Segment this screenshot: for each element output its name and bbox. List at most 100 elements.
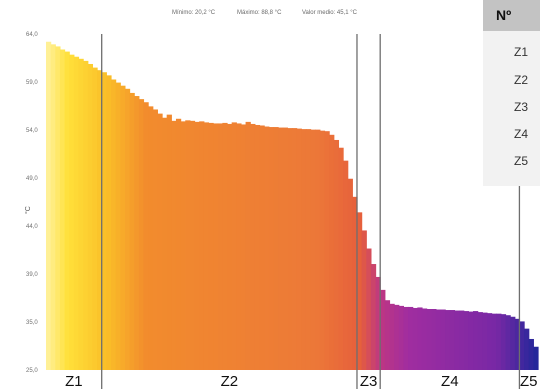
zone-panel-header [483, 0, 540, 31]
bar [287, 128, 293, 370]
bar [268, 127, 275, 370]
bar [245, 121, 251, 370]
y-axis-label: °C [24, 206, 32, 214]
y-tick-label: 54,0 [26, 128, 38, 134]
stats-header: Mínimo: 20,2 °C Máximo: 88,8 °C Valor me… [172, 10, 358, 16]
bar [134, 96, 140, 370]
bar [157, 113, 163, 371]
bar [106, 75, 112, 370]
bar [110, 79, 117, 371]
bar [264, 126, 270, 370]
bar [64, 51, 70, 370]
bar [454, 310, 460, 370]
bar [329, 134, 335, 370]
bar [310, 129, 316, 370]
y-axis-ticks: 25,0 35,0 39,0 44,0 49,0 54,0 59,0 64,0 [26, 32, 38, 374]
stat-mean: Valor medio: 45,1 °C [302, 10, 358, 16]
y-tick-label: 49,0 [26, 176, 38, 182]
zone-label: Z5 [520, 373, 538, 389]
bar [143, 102, 149, 370]
bar [473, 311, 479, 370]
bar [514, 318, 521, 370]
bar [208, 122, 214, 370]
zone-label: Z2 [221, 373, 239, 389]
bar [162, 117, 168, 371]
bar [486, 313, 493, 370]
bar [305, 129, 312, 370]
bar [292, 128, 298, 370]
bar [319, 130, 326, 370]
bar [78, 58, 84, 371]
bar [370, 264, 377, 370]
y-tick-label: 35,0 [26, 320, 38, 326]
bar [375, 276, 381, 370]
bar [148, 106, 154, 371]
bar [189, 120, 196, 370]
zone-panel-row: Z2 [514, 73, 528, 87]
bar [500, 314, 507, 370]
bar [92, 67, 98, 370]
y-tick-label: 44,0 [26, 224, 38, 230]
bar [482, 312, 488, 370]
bar [343, 160, 349, 370]
bar [463, 311, 469, 370]
bar [352, 196, 358, 370]
bar [97, 70, 103, 371]
bar [120, 85, 126, 370]
bar-series [46, 41, 539, 371]
bar [296, 128, 302, 370]
bar [505, 315, 511, 370]
bar [338, 147, 344, 370]
bar [426, 309, 432, 370]
bar [87, 63, 94, 370]
bar [129, 92, 135, 371]
y-tick-label: 39,0 [26, 272, 38, 278]
bar [217, 123, 223, 371]
bar [459, 310, 465, 370]
bar [361, 230, 367, 370]
bar [259, 125, 265, 370]
bar [491, 313, 497, 370]
y-tick-label: 59,0 [26, 80, 38, 86]
bar [440, 309, 446, 370]
bar [185, 120, 191, 370]
bar [403, 306, 409, 370]
bar [528, 338, 534, 370]
stat-max: Máximo: 88,8 °C [237, 10, 282, 16]
bar [166, 114, 172, 370]
bar [250, 123, 256, 370]
bar [417, 307, 423, 370]
bar [69, 54, 75, 371]
bar [510, 316, 516, 370]
zone-panel-row: Z1 [514, 45, 528, 59]
bar [124, 88, 131, 370]
bar [533, 346, 539, 370]
bar [315, 129, 321, 370]
bar [194, 121, 200, 370]
bar [115, 82, 121, 370]
bar [273, 127, 279, 370]
zone-panel-row: Z5 [514, 154, 528, 168]
bar [449, 310, 456, 370]
bar [421, 308, 428, 370]
bar [227, 123, 233, 370]
bar [496, 313, 502, 370]
zone-panel-row: Z4 [514, 127, 528, 141]
bar [231, 122, 237, 370]
bar [384, 300, 391, 370]
bar [408, 306, 414, 370]
zone-label: Z1 [65, 373, 83, 389]
bar [203, 122, 210, 370]
zone-panel-title: Nº [496, 7, 511, 23]
bar [468, 311, 474, 370]
bar [73, 56, 80, 371]
bar [477, 312, 483, 370]
y-tick-label: 64,0 [26, 32, 38, 38]
bar [50, 44, 56, 371]
bar [46, 41, 52, 370]
bar [278, 127, 284, 370]
bar [435, 309, 442, 370]
bar [412, 307, 418, 370]
bar [254, 124, 261, 370]
